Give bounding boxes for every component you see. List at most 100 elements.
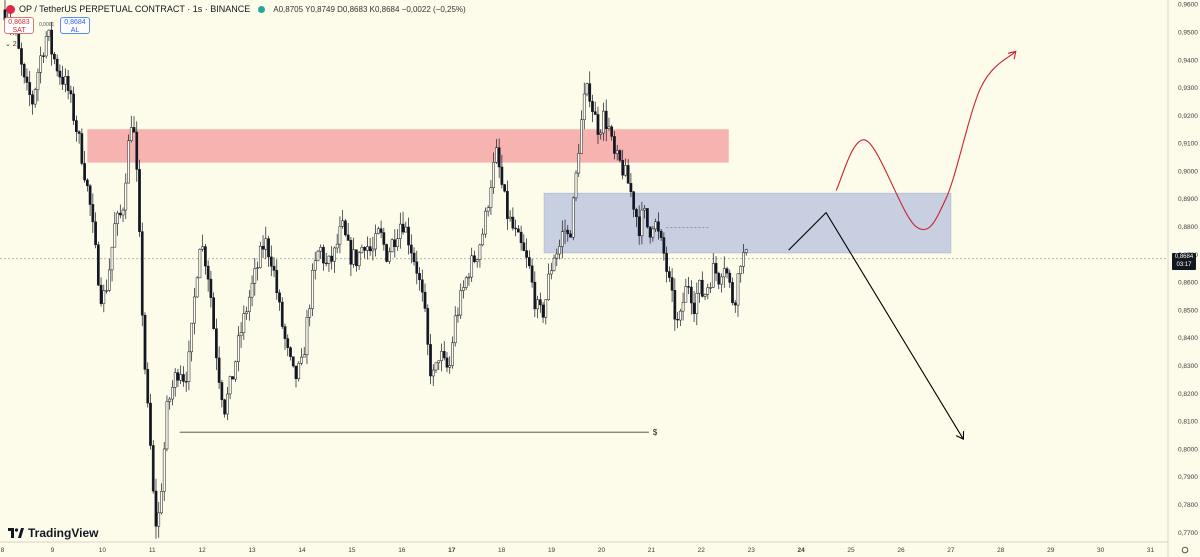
bar-countdown: 03:17 <box>1176 262 1192 268</box>
candle-body <box>555 253 559 259</box>
bullish-arrow-head <box>1007 50 1017 60</box>
candle <box>624 158 627 177</box>
candle <box>327 255 331 272</box>
candle <box>220 379 224 408</box>
candle <box>728 269 732 288</box>
candle-body <box>442 351 446 359</box>
bearish-arrow-head <box>955 431 965 441</box>
price-tick-label: 0,7800 <box>1178 502 1198 509</box>
time-tick-label: 29 <box>1047 547 1055 554</box>
candle-body <box>577 153 581 174</box>
candle <box>484 207 487 238</box>
candle-body <box>563 229 567 232</box>
candle-body <box>508 216 512 219</box>
candle-body <box>261 246 265 250</box>
demand-zone <box>543 192 952 254</box>
candle-body <box>720 276 723 285</box>
candle <box>462 280 465 299</box>
time-tick-label: 22 <box>698 547 706 554</box>
candle-body <box>357 252 361 267</box>
candle <box>566 225 570 242</box>
candle <box>396 229 399 251</box>
candle-body <box>588 83 592 102</box>
logo-text: TradingView <box>28 526 99 540</box>
price-tick-label: 0,9300 <box>1178 85 1198 92</box>
candle-body <box>105 290 108 292</box>
candle-body <box>151 445 155 492</box>
candle <box>319 244 323 259</box>
candle <box>415 250 419 285</box>
candle-body <box>637 216 641 237</box>
candle <box>275 259 279 300</box>
time-tick-label: 25 <box>847 547 855 554</box>
candle-body <box>146 369 150 404</box>
price-tick-label: 0,9000 <box>1178 168 1198 175</box>
time-tick-label: 26 <box>897 547 905 554</box>
candle-body <box>695 293 699 314</box>
candle <box>585 82 589 97</box>
candle <box>700 271 704 298</box>
candle-body <box>195 277 199 298</box>
candle-body <box>239 332 243 337</box>
candle <box>382 227 386 251</box>
candle <box>662 232 666 261</box>
tradingview-logo[interactable]: TradingView <box>8 526 98 540</box>
time-tick-label: 14 <box>298 547 306 554</box>
candle <box>731 277 734 306</box>
candle <box>481 228 485 247</box>
candle-body <box>736 273 740 306</box>
time-tick-label: 10 <box>99 547 107 554</box>
candle <box>190 322 194 362</box>
candle-body <box>305 317 309 355</box>
candle-body <box>481 233 485 246</box>
candle <box>558 239 561 260</box>
candle <box>50 21 54 66</box>
candle-body <box>140 231 144 316</box>
candle <box>544 299 548 325</box>
spread-value: 0,0001 <box>39 22 55 28</box>
candle-body <box>569 233 572 238</box>
candle-body <box>201 246 205 250</box>
indicators-toggle[interactable]: ⌄ 2 <box>5 41 17 48</box>
candle-body <box>20 48 23 65</box>
candle-body <box>382 232 386 245</box>
candle-body <box>648 226 652 238</box>
candle-body <box>80 133 84 164</box>
candle <box>527 250 531 269</box>
candle-body <box>744 249 748 253</box>
candle <box>234 360 237 383</box>
candle <box>687 276 690 295</box>
candle-body <box>226 393 229 415</box>
candle <box>242 305 246 340</box>
candle-body <box>346 234 350 241</box>
candle-body <box>121 209 125 216</box>
candle <box>643 204 646 219</box>
candle <box>692 291 696 323</box>
candle-body <box>659 230 663 238</box>
candle-body <box>157 512 161 527</box>
candle-body <box>423 291 427 309</box>
candle <box>215 318 218 371</box>
candle-body <box>503 184 506 192</box>
buy-button[interactable]: 0,8684 AL <box>60 17 90 34</box>
candle-body <box>223 399 226 415</box>
candle-body <box>160 491 163 514</box>
sell-button[interactable]: 0,8683 SAT <box>4 17 34 34</box>
candle-body <box>149 402 152 446</box>
candle <box>621 149 625 180</box>
candle <box>149 393 152 450</box>
symbol-title[interactable]: OP / TetherUS PERPETUAL CONTRACT · 1s · … <box>19 4 251 14</box>
price-tick-label: 0,8200 <box>1178 391 1198 398</box>
candle-body <box>264 238 268 250</box>
candle <box>733 300 737 313</box>
candle <box>412 247 416 266</box>
price-tick-label: 0,8500 <box>1178 307 1198 314</box>
market-open-icon <box>258 5 266 13</box>
candle-body <box>401 223 405 233</box>
price-tick-label: 0,8000 <box>1178 446 1198 453</box>
candle <box>349 237 353 277</box>
candle <box>291 356 295 368</box>
